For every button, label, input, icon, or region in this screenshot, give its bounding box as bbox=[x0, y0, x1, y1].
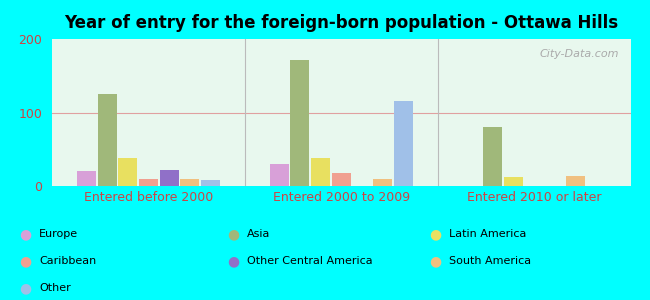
Bar bbox=[180, 178, 200, 186]
Text: Caribbean: Caribbean bbox=[39, 256, 96, 266]
Text: Other: Other bbox=[39, 283, 71, 293]
Text: Europe: Europe bbox=[39, 229, 78, 239]
Bar bbox=[483, 127, 502, 186]
Bar bbox=[332, 173, 351, 186]
Bar bbox=[504, 177, 523, 186]
Title: Year of entry for the foreign-born population - Ottawa Hills: Year of entry for the foreign-born popul… bbox=[64, 14, 618, 32]
Bar bbox=[566, 176, 585, 186]
Bar bbox=[139, 178, 158, 186]
Text: ●: ● bbox=[227, 254, 240, 268]
Bar bbox=[201, 180, 220, 186]
Text: ●: ● bbox=[20, 281, 32, 295]
Bar bbox=[270, 164, 289, 186]
Text: ●: ● bbox=[429, 254, 441, 268]
Text: Latin America: Latin America bbox=[448, 229, 526, 239]
Bar bbox=[159, 170, 179, 186]
Text: ●: ● bbox=[20, 227, 32, 241]
Text: South America: South America bbox=[448, 256, 530, 266]
Text: ●: ● bbox=[227, 227, 240, 241]
Bar bbox=[98, 94, 116, 186]
Text: City-Data.com: City-Data.com bbox=[540, 49, 619, 59]
Text: ●: ● bbox=[20, 254, 32, 268]
Text: Asia: Asia bbox=[247, 229, 270, 239]
Bar bbox=[394, 101, 413, 186]
Bar bbox=[373, 178, 392, 186]
Text: ●: ● bbox=[429, 227, 441, 241]
Bar bbox=[291, 60, 309, 186]
Text: Other Central America: Other Central America bbox=[247, 256, 372, 266]
Bar bbox=[77, 171, 96, 186]
Bar bbox=[311, 158, 330, 186]
Bar bbox=[118, 158, 137, 186]
